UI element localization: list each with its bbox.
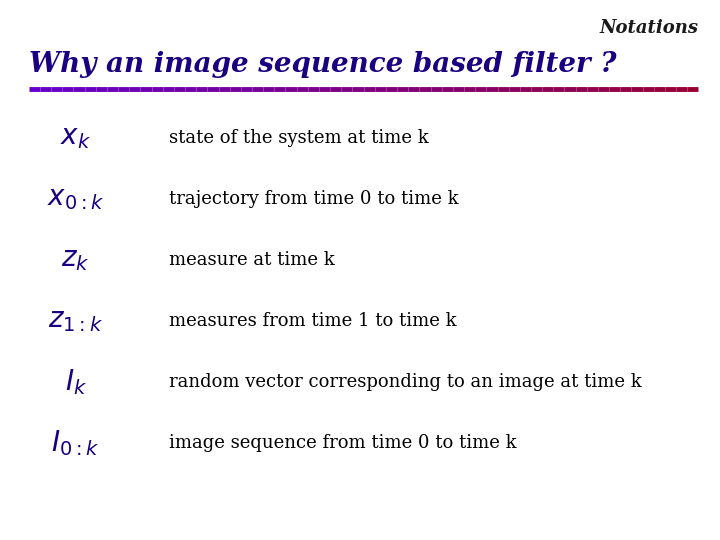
- Text: $z_k$: $z_k$: [61, 246, 90, 273]
- Text: image sequence from time 0 to time k: image sequence from time 0 to time k: [169, 434, 517, 452]
- Text: $x_{0:k}$: $x_{0:k}$: [47, 185, 104, 212]
- Text: Why an image sequence based filter ?: Why an image sequence based filter ?: [29, 51, 616, 78]
- Text: $x_k$: $x_k$: [60, 124, 91, 151]
- Text: random vector corresponding to an image at time k: random vector corresponding to an image …: [169, 373, 642, 391]
- Text: measure at time k: measure at time k: [169, 251, 335, 269]
- Text: trajectory from time 0 to time k: trajectory from time 0 to time k: [169, 190, 459, 208]
- Text: measures from time 1 to time k: measures from time 1 to time k: [169, 312, 456, 330]
- Text: Notations: Notations: [599, 19, 698, 37]
- Text: $z_{1:k}$: $z_{1:k}$: [48, 307, 103, 334]
- Text: $I_{0:k}$: $I_{0:k}$: [51, 428, 100, 458]
- Text: $I_k$: $I_k$: [65, 367, 86, 397]
- Text: state of the system at time k: state of the system at time k: [169, 129, 429, 147]
